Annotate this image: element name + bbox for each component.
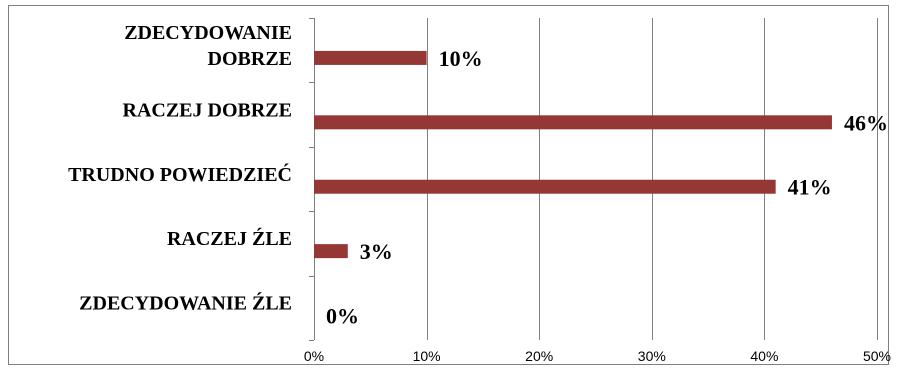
x-tick-label-0: 0% — [304, 348, 324, 364]
x-tick-label-5: 50% — [863, 348, 891, 364]
category-label-1: RACZEJ DOBRZE — [123, 99, 292, 121]
x-axis-tick-labels: 0% 10% 20% 30% 40% 50% — [304, 348, 891, 364]
x-tick-label-2: 20% — [525, 348, 553, 364]
category-label-0: ZDECYDOWANIE DOBRZE — [124, 22, 292, 70]
data-label-1: 46% — [844, 110, 888, 135]
category-label-line: DOBRZE — [208, 48, 292, 70]
data-label-3: 3% — [360, 239, 393, 264]
bar-0 — [314, 51, 427, 65]
category-label-3: RACZEJ ŹLE — [167, 227, 292, 250]
category-label-line: ZDECYDOWANIE ŹLE — [79, 292, 292, 315]
bar-1 — [314, 115, 832, 129]
x-tick-label-4: 40% — [750, 348, 778, 364]
data-label-4: 0% — [326, 304, 359, 329]
category-label-line: ZDECYDOWANIE — [124, 22, 292, 44]
x-tick-label-1: 10% — [413, 348, 441, 364]
bar-3 — [314, 244, 348, 258]
category-label-line: RACZEJ DOBRZE — [123, 99, 292, 121]
category-label-2: TRUDNO POWIEDZIEĆ — [68, 162, 292, 186]
bars — [314, 51, 832, 258]
category-label-line: RACZEJ ŹLE — [167, 227, 292, 250]
data-label-2: 41% — [788, 175, 832, 200]
data-label-0: 10% — [439, 46, 483, 71]
category-labels: ZDECYDOWANIE DOBRZE RACZEJ DOBRZE TRUDNO PO… — [68, 22, 292, 315]
bar-2 — [314, 180, 776, 194]
category-label-4: ZDECYDOWANIE ŹLE — [79, 292, 292, 315]
category-label-line: TRUDNO POWIEDZIEĆ — [68, 162, 292, 186]
x-tick-label-3: 30% — [638, 348, 666, 364]
